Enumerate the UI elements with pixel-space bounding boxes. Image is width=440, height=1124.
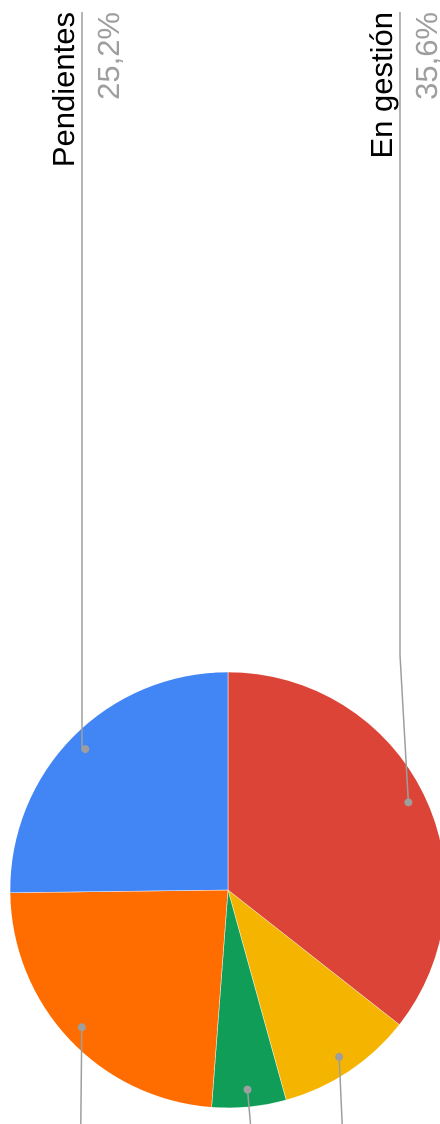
leader-dot	[243, 1085, 252, 1094]
leader-dot	[77, 1023, 86, 1032]
slice-value-label: 35,6%	[409, 12, 440, 100]
leader-dot	[404, 798, 413, 807]
pie-slice	[9, 671, 229, 893]
leader-line	[399, 12, 410, 803]
slice-label: Pendientes	[46, 12, 81, 167]
pie-slice	[9, 889, 229, 1108]
leader-line	[338, 1056, 343, 1124]
leader-line	[80, 1027, 83, 1124]
pie-slice	[227, 889, 400, 1101]
pie-slice	[227, 671, 440, 1026]
slice-label: En gestión	[364, 12, 399, 159]
leader-dot	[335, 1052, 344, 1061]
slice-value-label: 25,2%	[91, 12, 126, 100]
leader-line	[246, 1089, 252, 1124]
leader-line	[81, 12, 86, 750]
leader-dot	[81, 745, 90, 754]
